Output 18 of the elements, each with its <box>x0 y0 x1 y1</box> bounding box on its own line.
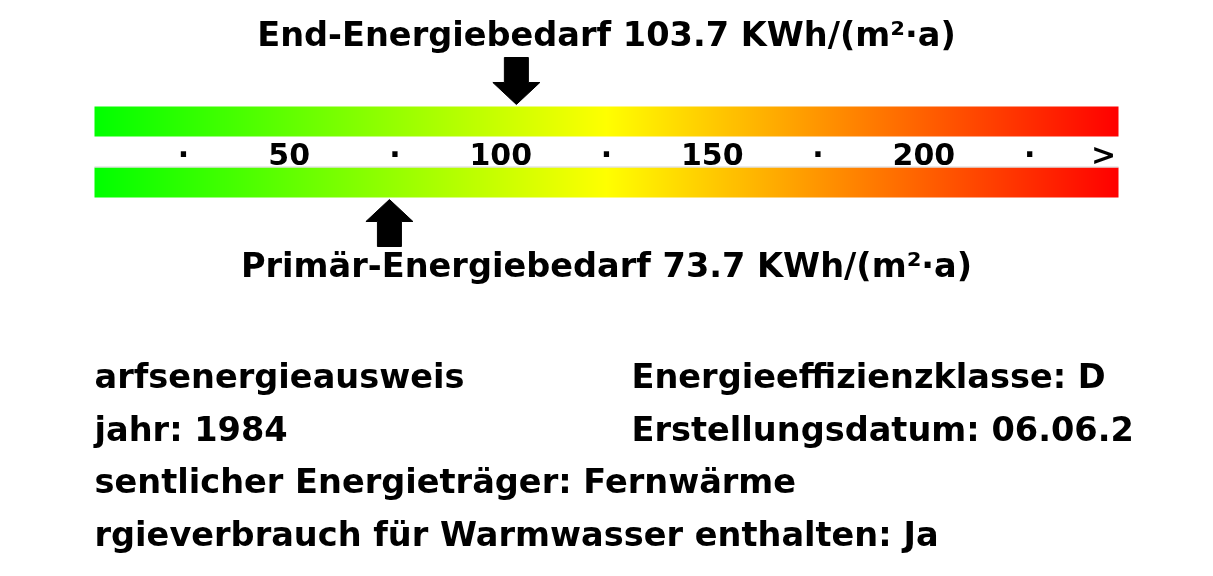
x-tick-label: 200 <box>892 137 956 172</box>
x-tick-label: · <box>177 136 190 172</box>
text: jahr: 1984 <box>92 409 288 449</box>
y-tick-label: End-Energiebedarf 103.7 KWh/(m²·a) <box>257 15 956 54</box>
text: Erstellungsdatum: 06.06.2 <box>631 409 1134 449</box>
x-tick-label: 50 <box>268 137 311 172</box>
x-tick-label: · <box>389 136 401 172</box>
annotation: Energieeffizienzklasse: D <box>631 357 1106 396</box>
x-tick-label: 100 <box>469 137 533 172</box>
text: sentlicher Energieträger: Fernwärme <box>94 462 797 502</box>
text: rgieverbrauch für Warmwasser enthalten: Ja <box>94 515 939 555</box>
x-tick-label: > <box>1091 136 1117 172</box>
x-tick-label: · <box>812 136 824 172</box>
x-tick-label: 150 <box>680 137 744 172</box>
x-tick-label: · <box>1023 136 1036 172</box>
annotation: arfsenergieausweis <box>94 357 465 396</box>
y-tick-label: Primär-Energiebedarf 73.7 KWh/(m²·a) <box>240 246 973 285</box>
x-tick-label: · <box>600 136 613 172</box>
